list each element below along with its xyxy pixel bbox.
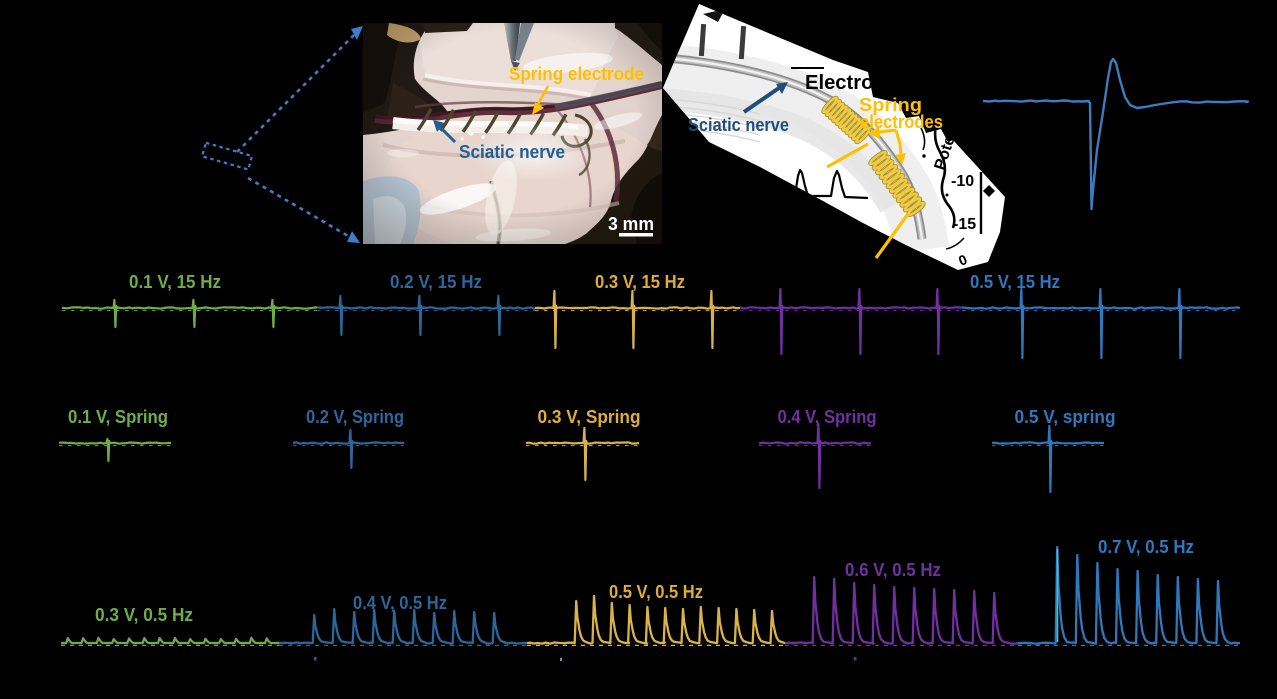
svg-text:0.2 V, Spring: 0.2 V, Spring [306,406,404,427]
svg-text:0.5 V, spring: 0.5 V, spring [1015,406,1116,427]
svg-text:Electrode: Electrode [805,72,897,94]
svg-text:Sciatic nerve: Sciatic nerve [688,114,789,135]
svg-text:0.6 V, 0.5 Hz: 0.6 V, 0.5 Hz [845,559,941,580]
svg-text:0.2 V, 15 Hz: 0.2 V, 15 Hz [390,271,482,292]
svg-text:0.3 V, 0.5 Hz: 0.3 V, 0.5 Hz [95,604,193,625]
svg-text:0.3 V, 15 Hz: 0.3 V, 15 Hz [595,271,685,292]
svg-text:0.5 V, 15 Hz: 0.5 V, 15 Hz [970,271,1060,292]
svg-text:0.3 V, Spring: 0.3 V, Spring [538,406,641,427]
svg-text:-15: -15 [953,216,976,233]
svg-text:0.5 V, 0.5 Hz: 0.5 V, 0.5 Hz [609,581,703,602]
svg-text:0.7 V, 0.5 Hz: 0.7 V, 0.5 Hz [1098,536,1194,557]
svg-text:-10: -10 [951,173,974,190]
svg-text:Sciatic nerve: Sciatic nerve [459,141,565,162]
svg-text:electrodes: electrodes [860,111,943,132]
svg-text:Spring: Spring [859,94,922,115]
svg-text:Spring electrode: Spring electrode [509,63,644,84]
svg-text:0.1 V, Spring: 0.1 V, Spring [68,406,168,427]
svg-text:0.4 V, 0.5 Hz: 0.4 V, 0.5 Hz [353,592,447,613]
svg-text:0.4 V, Spring: 0.4 V, Spring [778,406,877,427]
svg-text:3 mm: 3 mm [608,213,654,234]
svg-text:0.1 V, 15 Hz: 0.1 V, 15 Hz [129,271,221,292]
